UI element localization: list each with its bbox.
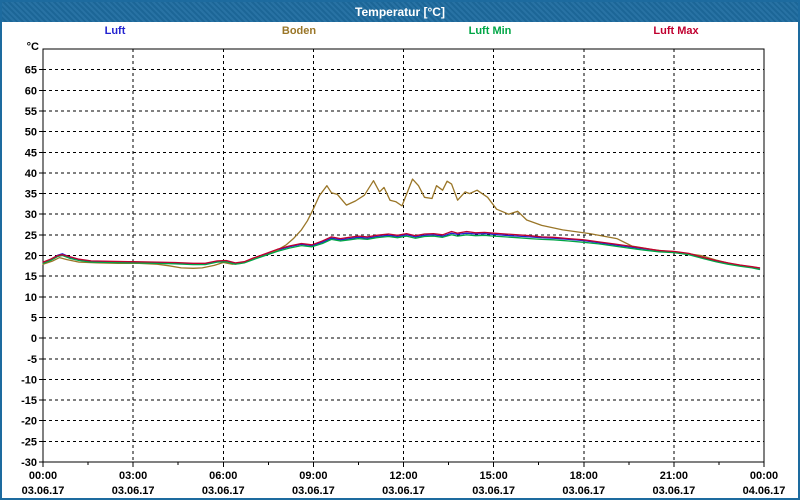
- svg-text:50: 50: [25, 127, 37, 139]
- svg-text:40: 40: [25, 168, 37, 180]
- svg-text:03.06.17: 03.06.17: [382, 485, 425, 497]
- svg-text:06:00: 06:00: [209, 470, 237, 482]
- grid-lines: [43, 49, 764, 462]
- svg-text:09:00: 09:00: [299, 470, 327, 482]
- svg-text:18:00: 18:00: [570, 470, 598, 482]
- axis-labels: 65605550454035302520151050-5-10-15-20-25…: [21, 65, 785, 497]
- svg-text:-25: -25: [21, 436, 37, 448]
- svg-text:03:00: 03:00: [119, 470, 147, 482]
- legend-item-luft-min: Luft Min: [468, 25, 512, 37]
- svg-text:10: 10: [25, 292, 37, 304]
- svg-text:21:00: 21:00: [660, 470, 688, 482]
- data-series: [42, 178, 761, 271]
- svg-text:30: 30: [25, 209, 37, 221]
- svg-text:0: 0: [31, 333, 37, 345]
- temperature-chart: 65605550454035302520151050-5-10-15-20-25…: [21, 41, 785, 497]
- svg-text:12:00: 12:00: [389, 470, 417, 482]
- svg-text:00:00: 00:00: [29, 470, 57, 482]
- svg-text:03.06.17: 03.06.17: [292, 485, 335, 497]
- svg-text:45: 45: [25, 147, 37, 159]
- svg-text:35: 35: [25, 189, 37, 201]
- svg-text:03.06.17: 03.06.17: [22, 485, 65, 497]
- svg-text:15:00: 15:00: [480, 470, 508, 482]
- svg-text:55: 55: [25, 106, 37, 118]
- svg-text:-10: -10: [21, 374, 37, 386]
- svg-text:03.06.17: 03.06.17: [472, 485, 515, 497]
- svg-text:03.06.17: 03.06.17: [562, 485, 605, 497]
- y-axis-unit-label: °C: [27, 41, 39, 53]
- legend-item-boden: Boden: [281, 25, 317, 37]
- svg-text:15: 15: [25, 271, 37, 283]
- window-title: Temperatur [°C]: [355, 5, 445, 19]
- legend-item-luft: Luft: [104, 25, 126, 37]
- svg-text:03.06.17: 03.06.17: [652, 485, 695, 497]
- svg-text:03.06.17: 03.06.17: [202, 485, 245, 497]
- svg-text:-20: -20: [21, 416, 37, 428]
- svg-text:-15: -15: [21, 395, 37, 407]
- svg-text:65: 65: [25, 65, 37, 77]
- svg-text:00:00: 00:00: [750, 470, 778, 482]
- svg-text:25: 25: [25, 230, 37, 242]
- chart-legend: Luft Boden Luft Min Luft Max: [2, 25, 798, 41]
- svg-text:20: 20: [25, 251, 37, 263]
- svg-text:-30: -30: [21, 457, 37, 469]
- svg-text:03.06.17: 03.06.17: [112, 485, 155, 497]
- axis-ticks: [39, 69, 765, 467]
- svg-text:60: 60: [25, 85, 37, 97]
- svg-text:04.06.17: 04.06.17: [743, 485, 786, 497]
- legend-item-luft-max: Luft Max: [653, 25, 699, 37]
- svg-text:-5: -5: [27, 354, 37, 366]
- window-title-bar[interactable]: Temperatur [°C]: [2, 2, 798, 22]
- svg-text:5: 5: [31, 312, 37, 324]
